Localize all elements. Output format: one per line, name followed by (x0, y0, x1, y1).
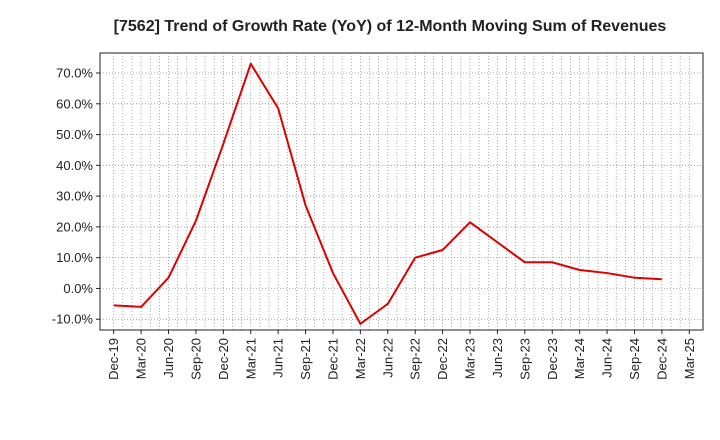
x-tick-label: Sep-20 (188, 338, 203, 380)
x-tick-label: Jun-24 (600, 338, 615, 378)
y-tick-label: 40.0% (56, 158, 93, 173)
x-tick-label: Sep-24 (627, 338, 642, 380)
y-tick-label: 50.0% (56, 127, 93, 142)
y-tick-label: 0.0% (63, 281, 93, 296)
x-tick-label: Jun-21 (271, 338, 286, 378)
grid (100, 53, 703, 330)
x-tick-label: Jun-22 (380, 338, 395, 378)
plot-frame (99, 52, 704, 331)
x-tick-label: Jun-20 (161, 338, 176, 378)
chart-title: [7562] Trend of Growth Rate (YoY) of 12-… (114, 18, 667, 35)
x-tick-label: Sep-23 (517, 338, 532, 380)
series-line (113, 62, 662, 325)
x-tick-label: Dec-24 (654, 338, 669, 380)
x-tick-label: Jun-23 (490, 338, 505, 378)
x-tick-label: Mar-22 (353, 338, 368, 379)
y-tick-label: -10.0% (52, 312, 94, 327)
x-tick-label: Sep-21 (298, 338, 313, 380)
y-tick-label: 70.0% (56, 66, 93, 81)
y-tick-label: 10.0% (56, 250, 93, 265)
series-layer (113, 62, 662, 325)
y-axis: -10.0% 0.0% 10.0% 20.0% 30.0% 40.0% 50.0% 60.0%… (52, 66, 100, 327)
x-tick-label: Dec-22 (435, 338, 450, 380)
y-tick-label: 30.0% (56, 189, 93, 204)
x-tick-label: Mar-23 (463, 338, 478, 379)
x-tick-label: Sep-22 (408, 338, 423, 380)
y-tick-label: 60.0% (56, 96, 93, 111)
x-axis: Dec-19 Mar-20 Jun-20 Sep-20 Dec-20 Mar-21 Jun-… (106, 330, 697, 380)
x-tick-label: Dec-23 (545, 338, 560, 380)
y-tick-label: 20.0% (56, 219, 93, 234)
x-tick-label: Mar-25 (682, 338, 697, 379)
x-tick-label: Dec-21 (325, 338, 340, 380)
x-tick-label: Dec-19 (106, 338, 121, 380)
x-tick-label: Mar-24 (572, 338, 587, 379)
x-tick-label: Mar-20 (134, 338, 149, 379)
x-tick-label: Dec-20 (216, 338, 231, 380)
x-tick-label: Mar-21 (243, 338, 258, 379)
